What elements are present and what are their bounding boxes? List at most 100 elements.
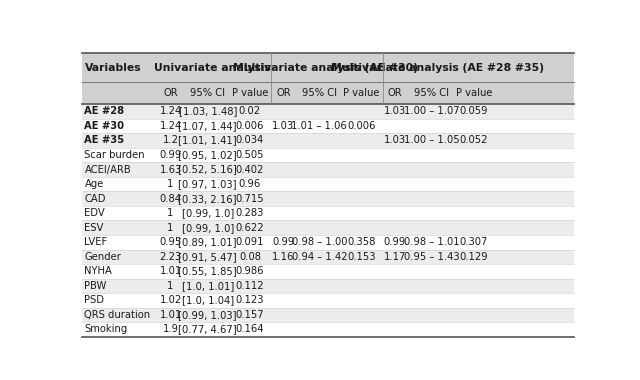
Text: 95% CI: 95% CI <box>302 88 337 98</box>
Text: 1.17: 1.17 <box>384 252 406 262</box>
Text: 0.358: 0.358 <box>348 237 376 247</box>
Text: [0.89, 1.01]: [0.89, 1.01] <box>179 237 237 247</box>
Text: 0.164: 0.164 <box>236 325 264 334</box>
Text: 0.96: 0.96 <box>239 179 261 189</box>
Text: 0.99: 0.99 <box>272 237 294 247</box>
Text: PSD: PSD <box>84 295 104 306</box>
Text: 1: 1 <box>167 208 173 218</box>
Text: 1.03: 1.03 <box>272 121 294 131</box>
Text: [0.97, 1.03]: [0.97, 1.03] <box>179 179 237 189</box>
Text: 0.505: 0.505 <box>236 150 264 160</box>
Text: ACEI/ARB: ACEI/ARB <box>84 165 131 174</box>
Text: [1.07, 1.44]: [1.07, 1.44] <box>179 121 237 131</box>
Bar <box>83 119 573 133</box>
Text: NYHA: NYHA <box>84 266 113 276</box>
Bar <box>83 53 573 82</box>
Text: 0.052: 0.052 <box>460 135 488 146</box>
Bar <box>83 192 573 206</box>
Text: Multivariate analysis (AE #28 #35): Multivariate analysis (AE #28 #35) <box>331 63 543 73</box>
Text: Smoking: Smoking <box>84 325 128 334</box>
Text: [0.99, 1.0]: [0.99, 1.0] <box>182 223 234 233</box>
Text: [0.99, 1.0]: [0.99, 1.0] <box>182 208 234 218</box>
Text: [0.77, 4.67]: [0.77, 4.67] <box>179 325 237 334</box>
Text: 1.03: 1.03 <box>384 106 406 116</box>
Text: 0.95 – 1.43: 0.95 – 1.43 <box>404 252 460 262</box>
Text: [0.95, 1.02]: [0.95, 1.02] <box>179 150 237 160</box>
Text: 0.94 – 1.42: 0.94 – 1.42 <box>291 252 347 262</box>
Text: OR: OR <box>163 88 178 98</box>
Text: [1.0, 1.04]: [1.0, 1.04] <box>182 295 234 306</box>
Text: Univariate analysis: Univariate analysis <box>154 63 271 73</box>
Text: 0.059: 0.059 <box>460 106 488 116</box>
Text: [1.03, 1.48]: [1.03, 1.48] <box>179 106 237 116</box>
Bar <box>83 133 573 148</box>
Text: 0.091: 0.091 <box>236 237 264 247</box>
Text: [0.99, 1.03]: [0.99, 1.03] <box>179 310 237 320</box>
Text: 1: 1 <box>167 281 173 291</box>
Text: 0.157: 0.157 <box>236 310 264 320</box>
Bar <box>83 250 573 264</box>
Text: 1.01 – 1.06: 1.01 – 1.06 <box>291 121 347 131</box>
Text: [0.91, 5.47]: [0.91, 5.47] <box>179 252 237 262</box>
Text: [0.55, 1.85]: [0.55, 1.85] <box>179 266 237 276</box>
Bar <box>83 82 573 104</box>
Text: 1.01: 1.01 <box>159 266 182 276</box>
Bar <box>83 279 573 293</box>
Text: PBW: PBW <box>84 281 107 291</box>
Text: P value: P value <box>456 88 492 98</box>
Text: AE #30: AE #30 <box>84 121 124 131</box>
Text: 0.283: 0.283 <box>236 208 264 218</box>
Text: 1.00 – 1.05: 1.00 – 1.05 <box>404 135 460 146</box>
Text: 0.402: 0.402 <box>236 165 264 174</box>
Text: P value: P value <box>343 88 380 98</box>
Text: OR: OR <box>388 88 403 98</box>
Text: ESV: ESV <box>84 223 104 233</box>
Bar <box>83 206 573 220</box>
Text: [1.01, 1.41]: [1.01, 1.41] <box>179 135 237 146</box>
Text: 1.9: 1.9 <box>163 325 179 334</box>
Text: 1.24: 1.24 <box>159 106 182 116</box>
Text: 2.23: 2.23 <box>159 252 182 262</box>
Text: 0.307: 0.307 <box>460 237 488 247</box>
Text: P value: P value <box>232 88 268 98</box>
Text: Variables: Variables <box>84 63 141 73</box>
Text: 0.02: 0.02 <box>239 106 261 116</box>
Text: QRS duration: QRS duration <box>84 310 150 320</box>
Text: 0.622: 0.622 <box>236 223 264 233</box>
Bar <box>83 104 573 119</box>
Bar <box>83 220 573 235</box>
Text: Scar burden: Scar burden <box>84 150 145 160</box>
Text: 1: 1 <box>167 223 173 233</box>
Text: [1.0, 1.01]: [1.0, 1.01] <box>182 281 234 291</box>
Text: 0.006: 0.006 <box>236 121 264 131</box>
Text: 0.98 – 1.00: 0.98 – 1.00 <box>292 237 347 247</box>
Text: Age: Age <box>84 179 104 189</box>
Bar <box>83 293 573 308</box>
Text: 1.2: 1.2 <box>163 135 179 146</box>
Bar <box>83 162 573 177</box>
Bar <box>83 264 573 279</box>
Text: 0.99: 0.99 <box>159 150 182 160</box>
Text: 0.129: 0.129 <box>460 252 488 262</box>
Text: 0.123: 0.123 <box>236 295 264 306</box>
Text: 1: 1 <box>167 179 173 189</box>
Text: 1.02: 1.02 <box>159 295 182 306</box>
Text: 1.16: 1.16 <box>272 252 294 262</box>
Text: AE #28: AE #28 <box>84 106 125 116</box>
Text: AE #35: AE #35 <box>84 135 125 146</box>
Text: Multivariate analysis (AE #30): Multivariate analysis (AE #30) <box>233 63 418 73</box>
Text: 0.715: 0.715 <box>236 194 264 204</box>
Text: [0.52, 5.16]: [0.52, 5.16] <box>179 165 237 174</box>
Text: 1.01: 1.01 <box>159 310 182 320</box>
Text: 0.112: 0.112 <box>236 281 264 291</box>
Text: Gender: Gender <box>84 252 122 262</box>
Text: EDV: EDV <box>84 208 105 218</box>
Text: CAD: CAD <box>84 194 106 204</box>
Bar <box>83 322 573 337</box>
Text: 0.08: 0.08 <box>239 252 261 262</box>
Text: 1.24: 1.24 <box>159 121 182 131</box>
Text: 0.153: 0.153 <box>348 252 376 262</box>
Text: 0.986: 0.986 <box>236 266 264 276</box>
Text: [0.33, 2.16]: [0.33, 2.16] <box>179 194 237 204</box>
Text: 95% CI: 95% CI <box>414 88 449 98</box>
